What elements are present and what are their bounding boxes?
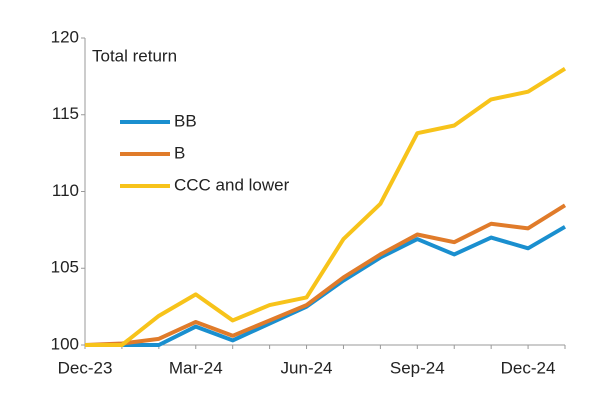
y-tick-label: 105 bbox=[51, 258, 79, 277]
y-tick-label: 115 bbox=[52, 104, 79, 123]
x-tick-label: Jun-24 bbox=[281, 358, 333, 377]
x-tick-label: Dec-24 bbox=[501, 358, 556, 377]
y-tick-label: 110 bbox=[52, 181, 79, 200]
annotation: Total return bbox=[92, 46, 177, 65]
x-tick-label: Mar-24 bbox=[169, 358, 223, 377]
legend-label: B bbox=[174, 143, 185, 162]
line bbox=[84, 203, 567, 347]
legend-label: CCC and lower bbox=[174, 175, 290, 194]
line bbox=[85, 67, 567, 347]
x-tick-label: Dec-23 bbox=[58, 358, 113, 377]
y-tick-label: 120 bbox=[51, 27, 79, 46]
x-tick-label: Sep-24 bbox=[390, 358, 445, 377]
legend-label: BB bbox=[174, 111, 197, 130]
line bbox=[85, 225, 567, 347]
y-tick-label: 100 bbox=[51, 334, 79, 353]
